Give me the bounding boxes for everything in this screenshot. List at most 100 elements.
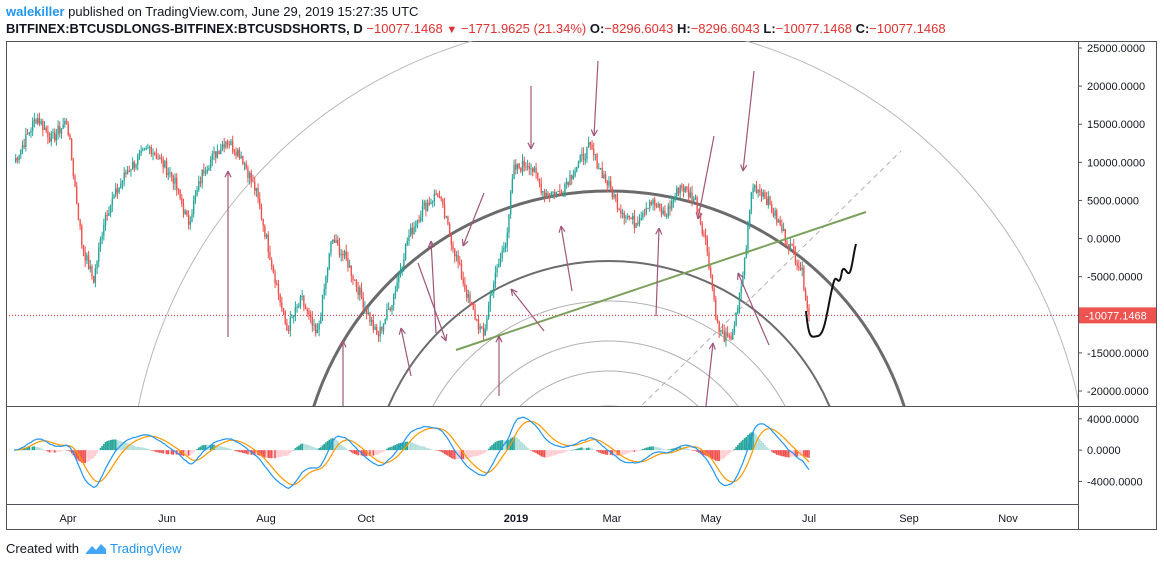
macd-histogram-bar — [518, 439, 520, 451]
macd-histogram-bar — [801, 450, 804, 456]
candle-body — [609, 180, 612, 189]
candle-body — [398, 274, 400, 283]
macd-histogram-bar — [653, 446, 656, 451]
macd-histogram-bar — [501, 440, 503, 451]
macd-histogram-bar — [97, 450, 100, 451]
price-axis[interactable]: 25000.0000 20000.0000 15000.0000 10000.0000… — [1078, 43, 1156, 488]
macd-histogram-bar — [611, 450, 614, 456]
candle-body — [708, 252, 710, 269]
candle-body — [82, 245, 85, 253]
speed-arc — [387, 260, 831, 406]
macd-histogram-bar — [608, 450, 610, 455]
candle-body — [28, 132, 30, 134]
macd-histogram-bar — [311, 446, 314, 451]
candle-body — [669, 205, 671, 209]
candle-body — [337, 240, 339, 245]
speed-arc — [479, 340, 739, 406]
macd-histogram-bar — [775, 450, 778, 455]
candle-body — [191, 213, 193, 222]
macd-histogram-bar — [389, 447, 392, 451]
macd-histogram-bar — [326, 441, 329, 451]
macd-histogram-bar — [125, 442, 127, 451]
candle-body — [615, 194, 617, 198]
macd-histogram-bar — [794, 450, 797, 457]
chart-svg[interactable]: 25000.0000 20000.0000 15000.0000 10000.0000… — [6, 41, 1157, 530]
candle-body — [138, 153, 141, 157]
macd-histogram-bar — [264, 450, 266, 458]
macd-histogram-bar — [786, 450, 788, 458]
macd-histogram-bar — [282, 450, 285, 457]
annotation-arrow — [430, 240, 437, 334]
candle-body — [199, 181, 202, 184]
candle-body — [333, 239, 336, 243]
candle-body — [176, 177, 178, 190]
annotation-arrow-head — [398, 327, 406, 335]
candle-body — [104, 214, 107, 225]
candle-body — [706, 238, 708, 253]
candle-body — [354, 279, 356, 281]
candle-body — [803, 267, 805, 291]
author-link[interactable]: walekiller — [6, 4, 65, 19]
candle-body — [552, 191, 554, 193]
time-axis[interactable]: Apr Jun Aug Oct 2019 Mar May Jul Sep Nov — [59, 513, 1018, 525]
macd-histogram-bar — [462, 450, 465, 460]
candle-body — [165, 161, 168, 175]
macd-histogram-bar — [60, 450, 63, 452]
macd-histogram-bar — [684, 447, 687, 451]
macd-histogram-bar — [440, 450, 442, 452]
macd-histogram-bar — [670, 448, 673, 451]
candle-body — [40, 121, 42, 124]
candle-body — [764, 192, 766, 199]
macd-histogram-bar — [630, 450, 632, 453]
candle-body — [681, 185, 683, 188]
macd-histogram-bar — [160, 450, 163, 453]
candle-body — [45, 127, 47, 132]
macd-histogram-bar — [353, 450, 356, 454]
tradingview-link[interactable]: TradingView — [109, 541, 182, 556]
candle-body — [284, 311, 286, 324]
candle-body — [350, 265, 353, 276]
macd-histogram-bar — [777, 450, 780, 456]
macd-histogram-bar — [323, 443, 326, 451]
macd-histogram-bar — [179, 450, 181, 455]
candle-body — [545, 193, 547, 198]
macd-histogram-bar — [174, 450, 176, 455]
candle-body — [648, 202, 651, 209]
candle-body — [352, 275, 354, 280]
annotation-arrow-head — [440, 333, 448, 342]
candle-body — [372, 320, 375, 330]
candle-body — [35, 119, 37, 124]
macd-histogram-bar — [431, 449, 434, 451]
candle-body — [462, 278, 464, 284]
candle-body — [547, 193, 549, 196]
candle-body — [677, 187, 680, 194]
candle-body — [194, 195, 197, 202]
candle-body — [220, 149, 222, 155]
low-value: −10077.1468 — [775, 21, 852, 36]
macd-histogram-bar — [386, 448, 388, 451]
candle-body — [198, 181, 200, 190]
macd-histogram-bar — [262, 450, 264, 457]
macd-histogram-bar — [189, 450, 192, 456]
macd-histogram-bar — [577, 448, 580, 451]
annotation-arrow-head — [695, 212, 703, 220]
candle-body — [326, 268, 329, 277]
macd-histogram-bar — [164, 450, 166, 454]
candle-body — [554, 191, 556, 197]
candle-body — [572, 176, 575, 179]
macd-histogram-bar — [213, 444, 215, 451]
macd-histogram-bar — [520, 441, 522, 451]
macd-histogram-bar — [713, 450, 715, 460]
annotation-arrow-head — [708, 342, 716, 350]
candle-body — [445, 216, 447, 218]
candle-body — [387, 308, 390, 310]
candle-body — [267, 234, 269, 253]
macd-histogram-bar — [491, 445, 493, 451]
macd-histogram-bar — [474, 450, 476, 457]
macd-histogram-bar — [604, 450, 607, 455]
chart-frame[interactable]: 25000.0000 20000.0000 15000.0000 10000.0000… — [6, 41, 1157, 530]
candle-body — [520, 167, 522, 172]
candle-body — [272, 266, 275, 273]
candle-body — [206, 169, 208, 173]
macd-histogram-bar — [460, 450, 463, 460]
